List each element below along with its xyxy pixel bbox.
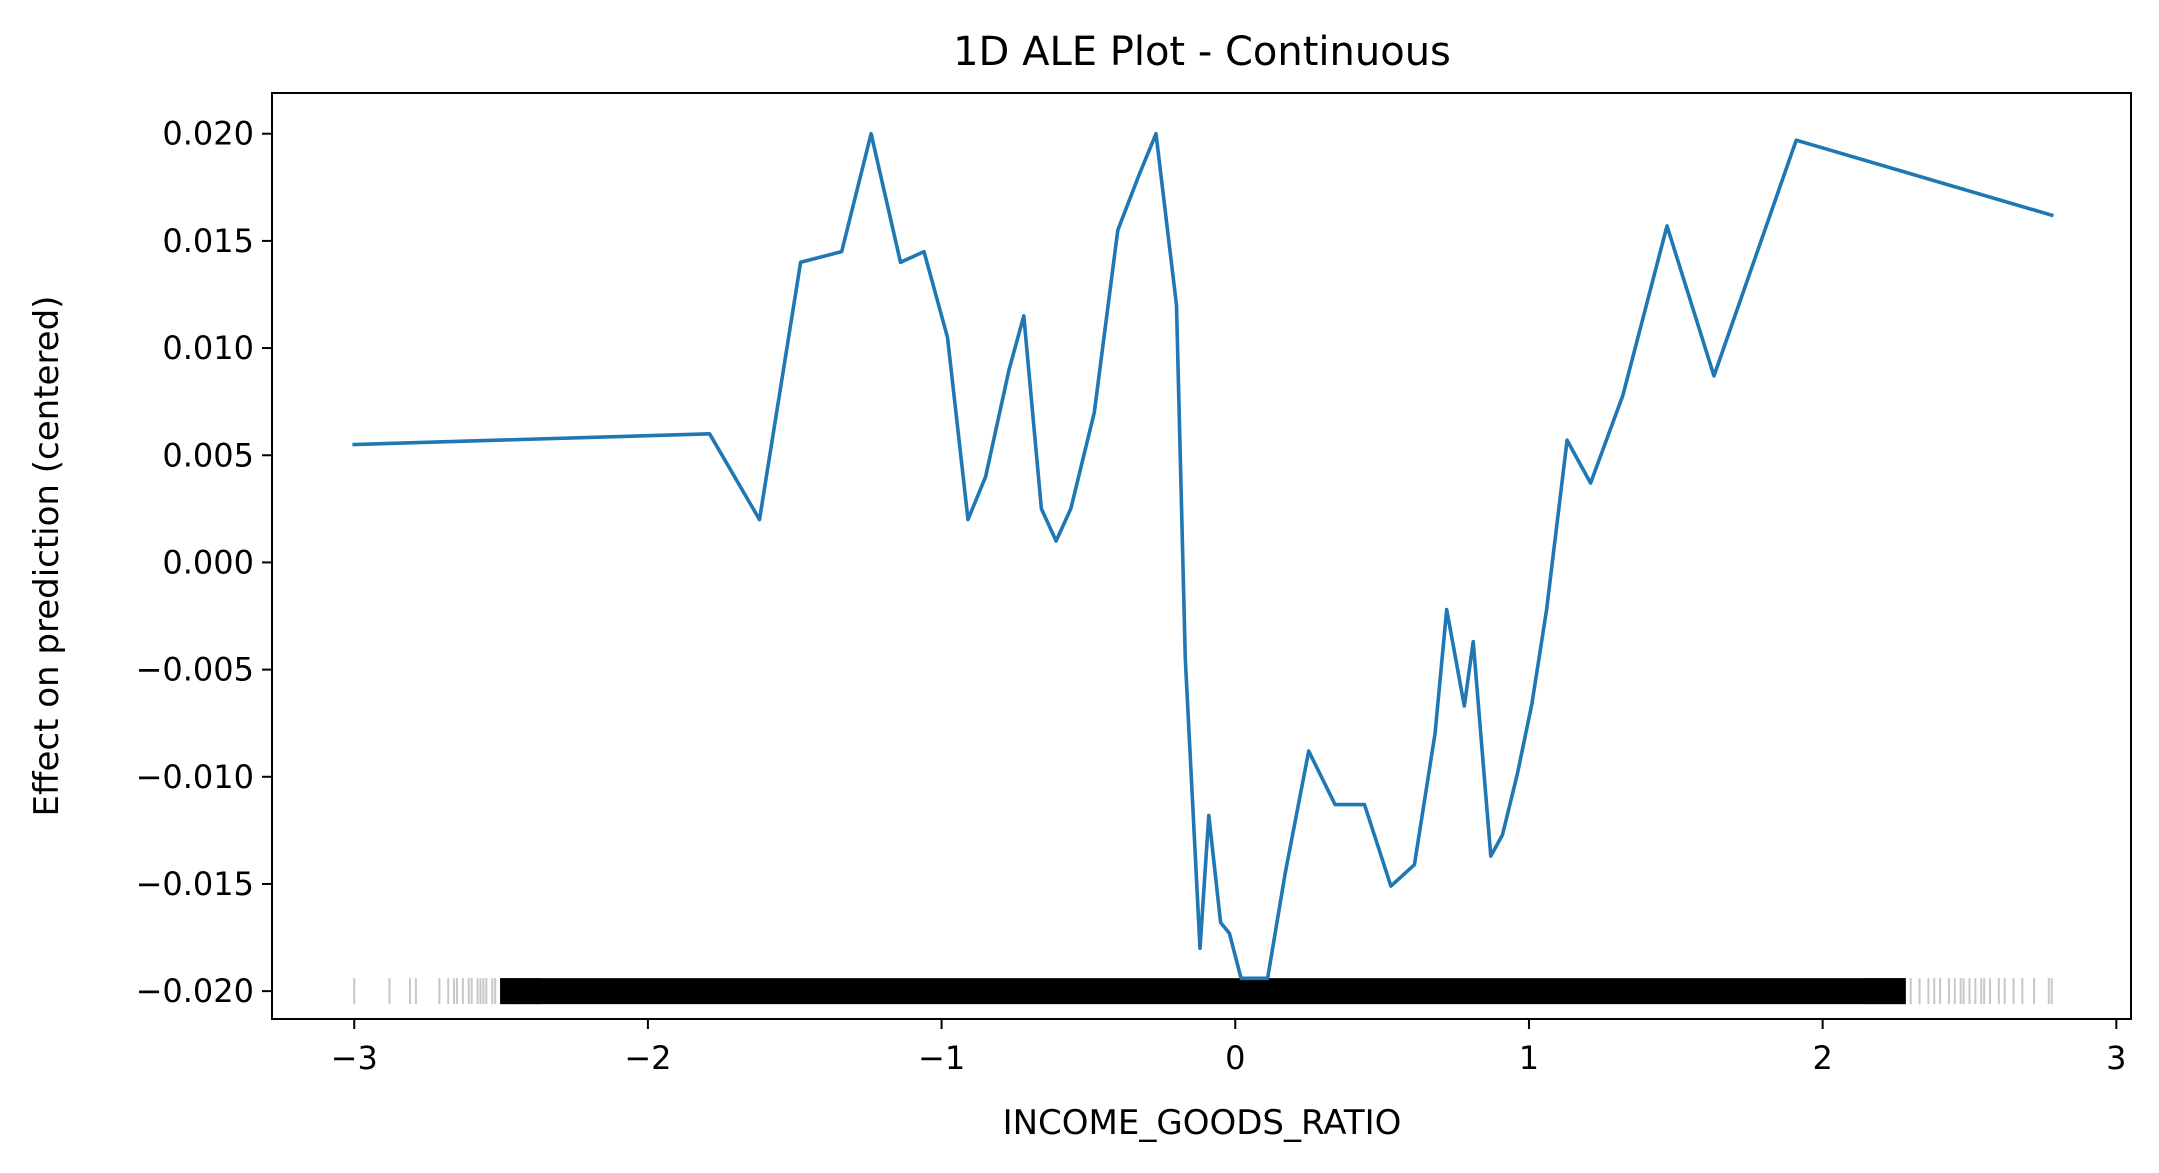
y-tick-label: 0.000 <box>162 543 254 581</box>
x-tick-label: 0 <box>1225 1039 1245 1077</box>
y-axis: 0.020 0.015 0.010 0.005 0.000 −0.005 −0.010 −0.… <box>136 115 272 1010</box>
x-tick-label: −1 <box>918 1039 965 1077</box>
y-tick-label: 0.020 <box>162 115 254 153</box>
y-axis-label: Effect on prediction (centered) <box>27 296 67 817</box>
rug-band <box>501 978 1905 1005</box>
series-line-0 <box>352 131 2054 981</box>
x-tick-label: 1 <box>1519 1039 1539 1077</box>
y-tick-label: −0.010 <box>136 758 254 796</box>
y-tick-label: 0.005 <box>162 436 254 474</box>
chart-title: 1D ALE Plot - Continuous <box>953 29 1451 75</box>
x-tick-label: −3 <box>331 1039 378 1077</box>
y-tick-label: 0.010 <box>162 329 254 367</box>
y-tick-label: −0.005 <box>136 651 254 689</box>
y-tick-label: −0.015 <box>136 865 254 903</box>
y-tick-label: −0.020 <box>136 972 254 1010</box>
y-tick-label: 0.015 <box>162 222 254 260</box>
x-axis: −3 −2 −1 0 1 2 3 <box>331 1019 2126 1077</box>
plot-frame <box>271 92 2132 1020</box>
x-axis-label: INCOME_GOODS_RATIO <box>1003 1103 1402 1143</box>
x-tick-label: 3 <box>2106 1039 2126 1077</box>
series-layer <box>352 131 2054 981</box>
x-tick-label: −2 <box>624 1039 671 1077</box>
x-tick-label: 2 <box>1812 1039 1832 1077</box>
rug-layer <box>353 978 2053 1005</box>
